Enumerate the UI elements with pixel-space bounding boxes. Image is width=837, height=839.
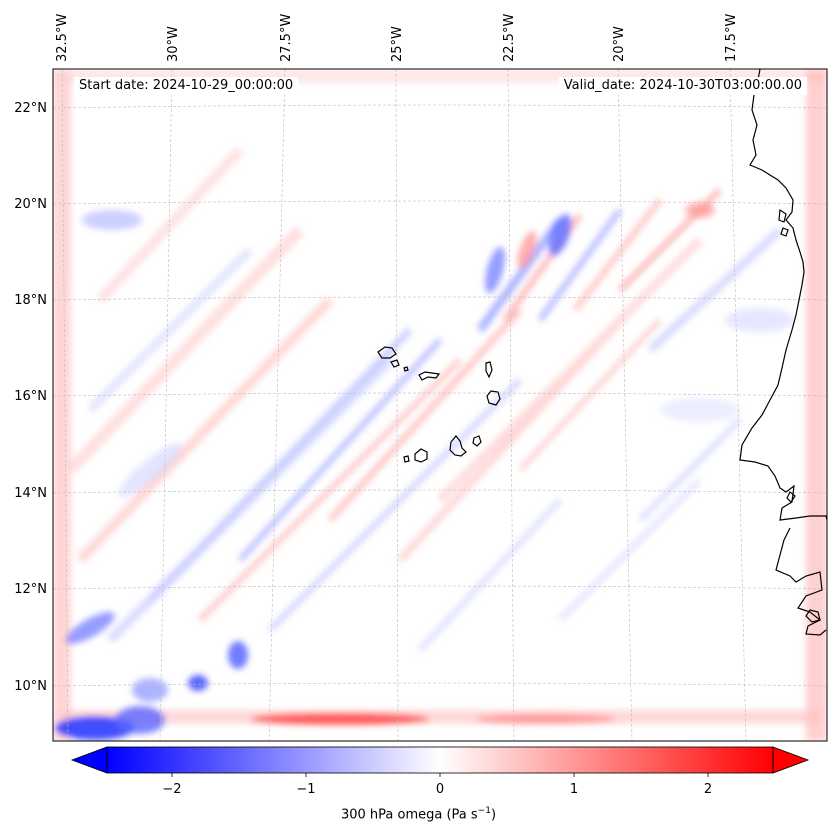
island-sao-vicente: [390, 359, 400, 368]
island-santa-luzia: [403, 366, 409, 372]
colorbar-tick-label: 1: [570, 782, 578, 797]
longitude-labels: 32.5°W 30°W 27.5°W 25°W 22.5°W 20°W 17.5…: [55, 14, 739, 62]
lon-label: 22.5°W: [502, 14, 517, 62]
lat-label: 12°N: [14, 582, 47, 597]
lat-label: 18°N: [14, 293, 47, 308]
lon-label: 20°W: [612, 26, 627, 62]
latitude-labels: 22°N 20°N 18°N 16°N 14°N 12°N 10°N: [14, 101, 47, 694]
lon-label: 25°W: [390, 26, 405, 62]
start-date-label: Start date: 2024-10-29_00:00:00: [74, 77, 299, 95]
colorbar: −2 −1 0 1 2: [70, 746, 810, 797]
island-santo-antao: [377, 346, 397, 359]
gridlines: [53, 69, 827, 741]
island-sal: [485, 361, 493, 379]
island-brava: [403, 455, 410, 463]
island-maio: [472, 435, 482, 447]
lat-label: 10°N: [14, 679, 47, 694]
lat-label: 14°N: [14, 486, 47, 501]
valid-date-label: Valid_date: 2024-10-30T03:00:00.00: [558, 77, 807, 95]
colorbar-label: 300 hPa omega (Pa s−1): [0, 806, 837, 822]
island-fogo: [414, 448, 428, 463]
island-santiago: [449, 435, 467, 457]
africa-coastline: [739, 69, 827, 636]
island-sao-nicolau: [418, 371, 441, 381]
lon-label: 27.5°W: [279, 14, 294, 62]
colorbar-tick-label: 0: [436, 782, 444, 797]
omega-field: [53, 69, 827, 741]
colorbar-label-text: 300 hPa omega (Pa s: [340, 807, 478, 823]
colorbar-tick-label: 2: [704, 782, 712, 797]
map-frame: [52, 68, 828, 742]
lon-label: 30°W: [166, 26, 181, 62]
colorbar-gradient: [107, 747, 773, 773]
colorbar-label-close: ): [490, 807, 497, 823]
lon-label: 32.5°W: [55, 14, 70, 62]
lon-label: 17.5°W: [724, 14, 739, 62]
lat-label: 16°N: [14, 389, 47, 404]
colorbar-min-extend: [70, 746, 108, 774]
lat-label: 20°N: [14, 197, 47, 212]
island-boa-vista: [486, 390, 501, 406]
colorbar-tick-label: −2: [162, 782, 181, 797]
colorbar-label-exponent: −1: [477, 806, 491, 816]
colorbar-tick-label: −1: [296, 782, 315, 797]
lat-label: 22°N: [14, 101, 47, 116]
coastlines: [739, 69, 827, 636]
cape-verde-islands: [377, 346, 501, 463]
colorbar-max-extend: [772, 746, 810, 774]
